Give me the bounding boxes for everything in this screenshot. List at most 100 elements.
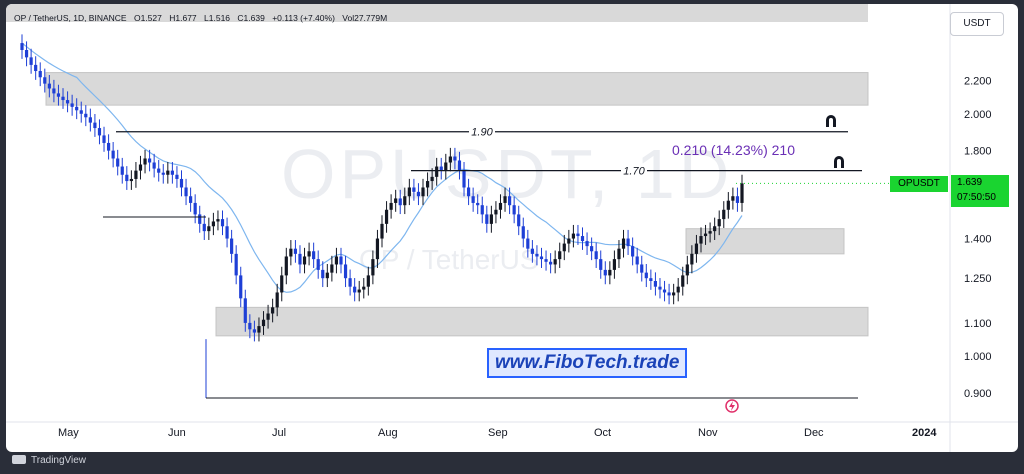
candle-body [485,214,489,224]
candle-body [713,226,717,232]
candle-body [362,286,366,290]
candle-body [134,170,138,179]
candle-body [439,166,443,171]
earnings-event-icon[interactable] [725,399,739,413]
x-tick-label: Sep [488,427,508,439]
symbol-name[interactable]: OP / TetherUS, 1D, BINANCE [14,13,127,23]
candle-body [175,174,179,179]
candle-body [626,238,630,247]
candle-body [612,259,617,270]
currency-button[interactable]: USDT [950,12,1004,36]
candle-body [549,261,553,265]
magnet-icon[interactable] [832,155,846,169]
candle-body [293,248,298,254]
candle-body [635,256,639,265]
candle-body [740,183,744,203]
candle-body [47,83,51,89]
candle-body [184,187,188,197]
candle-body [257,326,261,333]
candle-body [498,202,503,210]
candle-body [65,100,70,104]
candle-body [225,226,229,239]
candle-body [375,238,380,260]
candle-body [389,202,393,210]
tradingview-logo-icon [12,455,26,464]
candle-body [70,103,74,107]
y-tick-label: 0.900 [964,388,992,400]
candle-body [239,275,243,299]
candle-body [722,209,726,220]
candle-body [617,248,621,260]
candle-body [576,233,580,237]
change-value: +0.113 (+7.40%) [272,13,335,23]
open-value: O1.527 [133,13,162,23]
level-label-bg [621,163,647,177]
candle-body [252,329,257,333]
candle-body [407,187,411,197]
candle-body [699,236,703,244]
measure-label: 0.210 (14.23%) 210 [672,142,795,158]
candle-body [88,117,92,123]
candle-body [161,172,165,175]
candle-body [394,198,398,203]
y-tick-label: 1.000 [964,351,992,363]
x-tick-label: Jun [168,427,186,439]
x-tick-label: 2024 [912,427,937,439]
candle-body [530,248,534,254]
candle-body [75,106,79,111]
candle-body [694,243,699,254]
candle-body [316,259,320,270]
candle-body [20,43,24,50]
chart-frame: OPUSDT, 1D OP / TetherUS 2.200 2.000 1.800… [6,4,1018,452]
candle-body [457,160,462,171]
candle-body [644,272,648,279]
volume-value: Vol27.779M [342,13,388,23]
candle-body [444,162,448,171]
candle-body [476,202,480,206]
candle-body [106,142,111,151]
magnet-icon[interactable] [824,114,838,128]
candle-body [280,275,284,293]
candle-body [590,246,594,252]
candle-body [207,226,211,232]
x-tick-label: Oct [594,427,611,439]
candle-body [599,259,603,270]
candle-body [667,292,671,296]
candle-body [61,96,65,101]
candle-body [24,49,29,58]
y-tick-label: 2.200 [964,75,992,87]
price-chart[interactable]: 2.200 2.000 1.800 1.400 1.250 1.100 1.000 0.900… [6,4,1018,452]
candle-body [348,278,352,287]
candle-body [430,176,434,182]
candle-body [321,269,325,279]
high-value: H1.677 [169,13,197,23]
ticker-tag: OPUSDT [890,176,948,192]
candle-body [658,286,662,290]
candle-body [230,238,234,254]
level-label: 1.70 [623,166,645,178]
candle-body [284,256,288,276]
candle-body [29,57,33,65]
candle-body [34,64,38,72]
candle-body [147,158,152,163]
candle-body [562,243,566,252]
candle-body [512,205,516,215]
candle-body [302,256,307,265]
x-tick-label: Dec [804,427,824,439]
low-value: L1.516 [204,13,231,23]
candle-body [97,128,102,136]
candle-body [435,166,439,177]
candle-body [462,170,466,188]
candle-body [503,196,507,203]
candle-body [649,278,653,281]
candle-body [307,251,311,257]
candle-body [170,170,174,175]
candle-body [261,319,266,327]
candle-body [157,168,161,173]
candle-body [102,135,106,143]
top-zone [6,4,868,22]
candle-body [371,259,375,276]
candle-body [690,253,694,265]
candle-body [38,71,42,78]
candle-body [521,226,525,239]
